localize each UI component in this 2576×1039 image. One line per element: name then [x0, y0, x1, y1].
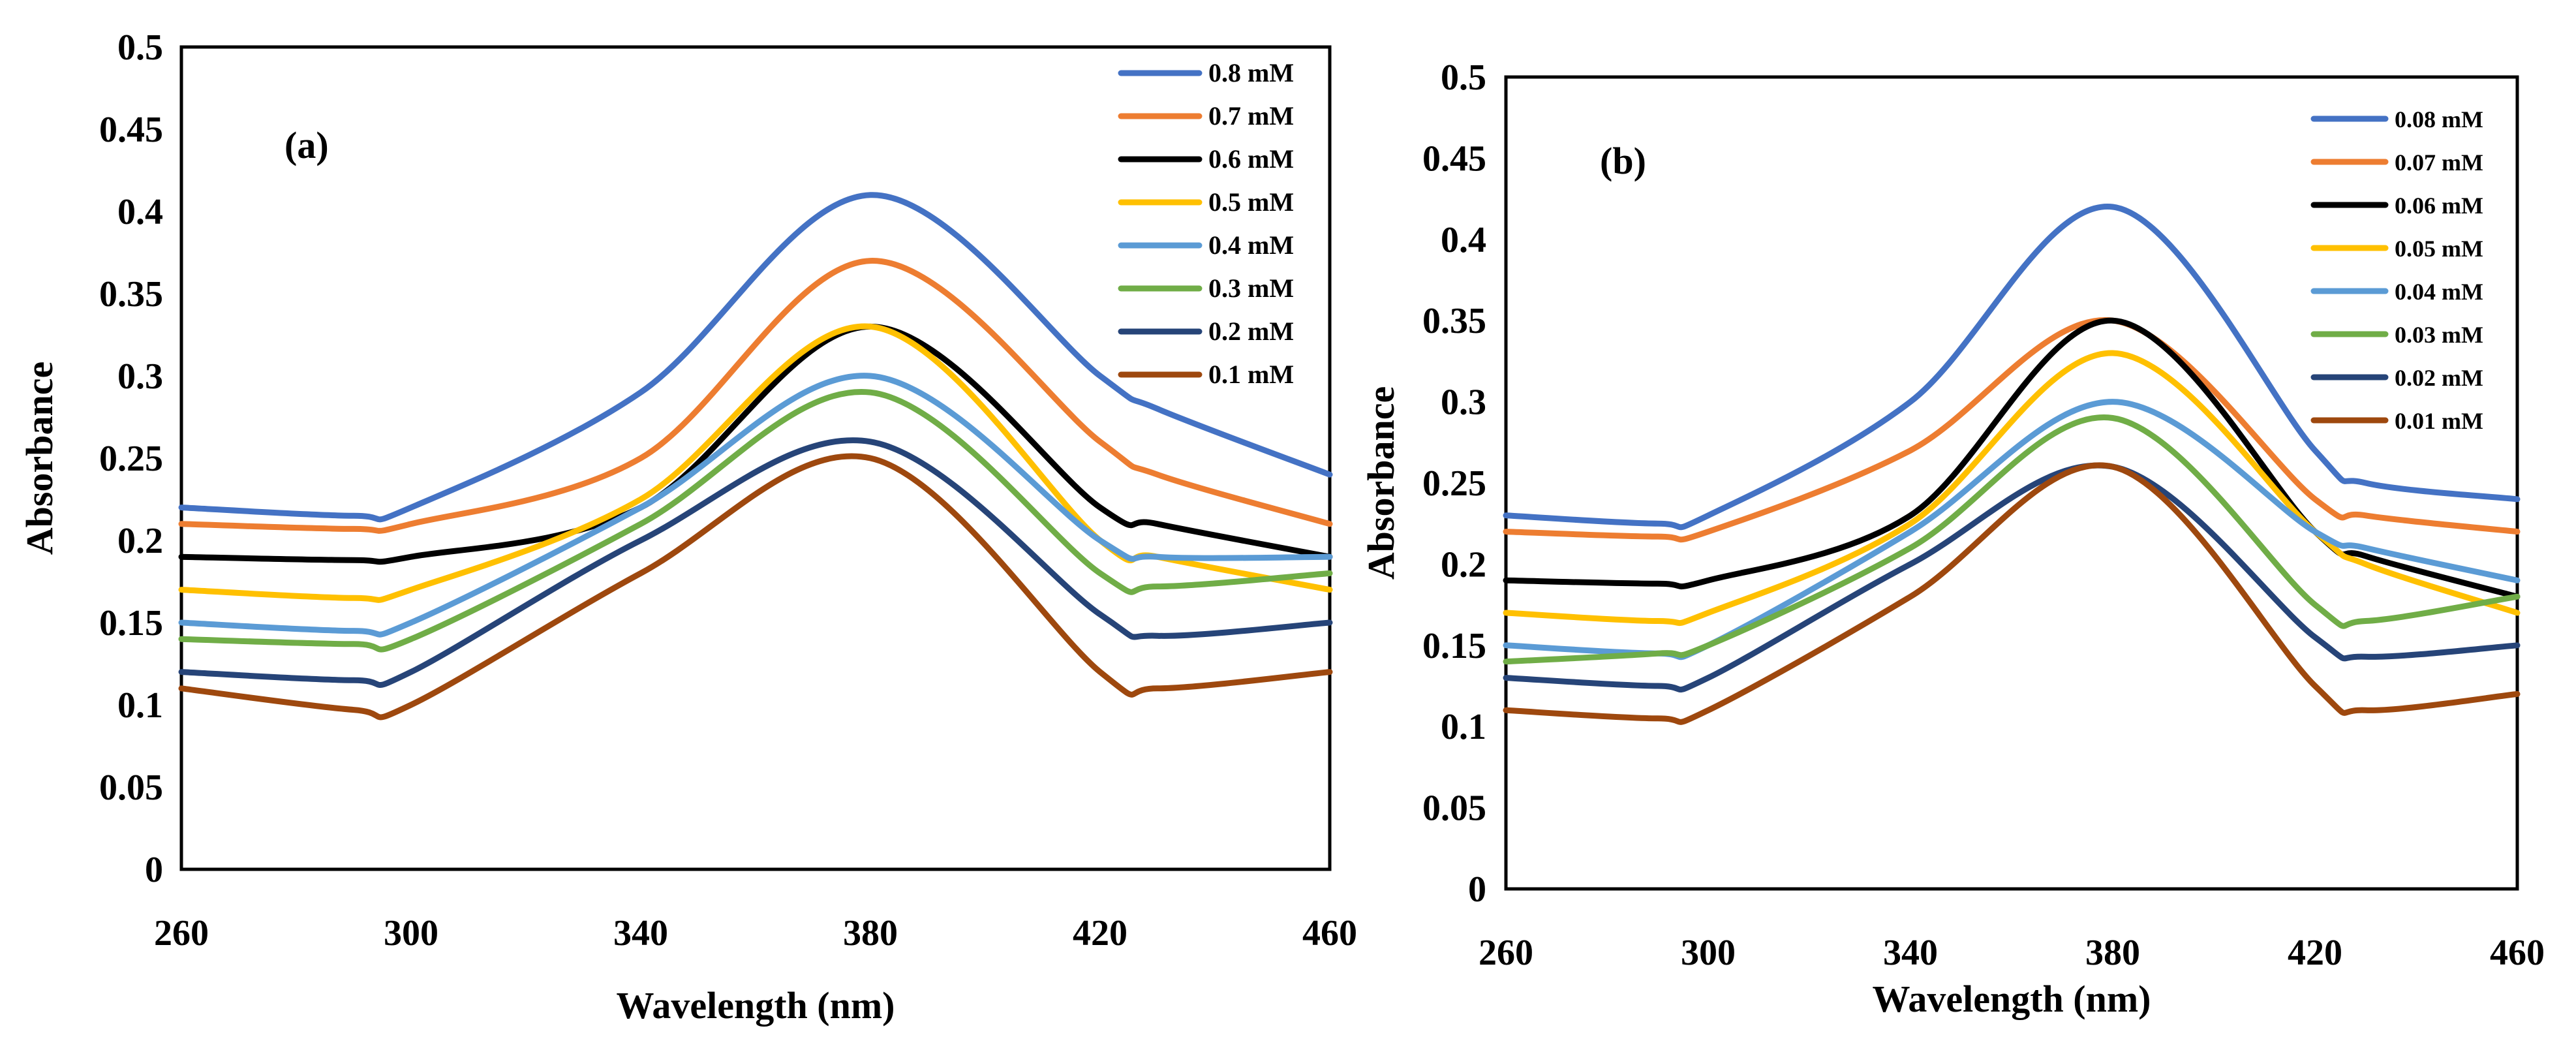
y-tick-label: 0.3 [1441, 382, 1486, 423]
y-tick-label: 0.4 [117, 192, 163, 232]
y-tick-label: 0.25 [99, 439, 163, 479]
y-tick-label: 0.05 [99, 768, 163, 808]
series-line [1503, 350, 2521, 627]
series-line [1503, 317, 2521, 600]
legend-label: 0.7 mM [1208, 101, 1294, 131]
y-tick-label: 0 [145, 850, 163, 890]
y-tick-label: 0.45 [1422, 138, 1486, 179]
legend-label: 0.06 mM [2395, 193, 2483, 219]
y-tick-label: 0.2 [1441, 544, 1486, 585]
x-tick-label: 300 [1681, 933, 1736, 973]
y-tick-label: 0.05 [1422, 788, 1486, 829]
plot-area-a [179, 45, 1332, 871]
legend-label: 0.03 mM [2395, 322, 2483, 348]
legend-label: 0.02 mM [2395, 365, 2483, 391]
series-lines-a [178, 192, 1333, 721]
chart-panel-a: 260 300 340 380 420 460 0 0.05 0.1 0.15 0.2 0.25 0.… [18, 27, 1357, 1027]
series-line [1503, 204, 2521, 531]
y-tick-labels-b: 0 0.05 0.1 0.15 0.2 0.25 0.3 0.35 0.4 0.45 0.5 [1422, 57, 1486, 910]
x-tick-labels-a: 260 300 340 380 420 460 [154, 913, 1357, 954]
legend-label: 0.1 mM [1208, 360, 1294, 389]
y-tick-label: 0.3 [117, 356, 163, 397]
series-line [1503, 462, 2521, 725]
x-tick-label: 420 [2288, 933, 2342, 973]
y-tick-label: 0.5 [117, 27, 163, 68]
series-line [178, 258, 1333, 534]
series-line [178, 388, 1333, 653]
legend-label: 0.04 mM [2395, 279, 2483, 305]
x-tick-label: 460 [1302, 913, 1357, 954]
x-tick-label: 260 [1479, 933, 1533, 973]
y-tick-label: 0.25 [1422, 463, 1486, 504]
chart-panel-b: 260 300 340 380 420 460 0 0.05 0.1 0.15 0.2 0.25 0.… [1360, 57, 2545, 1020]
x-tick-label: 420 [1073, 913, 1127, 954]
y-tick-label: 0 [1468, 869, 1486, 910]
series-line [178, 192, 1333, 523]
x-axis-title-b: Wavelength (nm) [1873, 978, 2151, 1020]
y-tick-label: 0.2 [117, 521, 163, 561]
y-tick-label: 0.4 [1441, 220, 1486, 260]
y-tick-label: 0.1 [1441, 707, 1486, 747]
series-line [1503, 414, 2521, 665]
y-tick-label: 0.35 [1422, 301, 1486, 341]
legend-a: 0.8 mM 0.7 mM 0.6 mM 0.5 mM 0.4 mM 0.3 mM 0.2 … [1118, 58, 1294, 389]
y-tick-label: 0.5 [1441, 57, 1486, 98]
series-line [178, 323, 1333, 565]
series-line [1503, 462, 2521, 693]
legend-label: 0.4 mM [1208, 230, 1294, 260]
y-tick-label: 0.15 [99, 603, 163, 644]
series-line [178, 453, 1333, 721]
x-tick-label: 340 [1883, 933, 1938, 973]
legend-label: 0.01 mM [2395, 408, 2483, 434]
x-axis-title-a: Wavelength (nm) [617, 984, 895, 1027]
x-tick-label: 380 [843, 913, 898, 954]
y-tick-label: 0.45 [99, 110, 163, 150]
legend-label: 0.6 mM [1208, 144, 1294, 174]
y-axis-title-a: Absorbance [18, 362, 61, 555]
x-tick-labels-b: 260 300 340 380 420 460 [1479, 933, 2545, 973]
x-tick-label: 300 [384, 913, 438, 954]
legend-b: 0.08 mM 0.07 mM 0.06 mM 0.05 mM 0.04 mM 0.03 … [2310, 106, 2483, 434]
legend-label: 0.05 mM [2395, 236, 2483, 262]
legend-label: 0.07 mM [2395, 149, 2483, 176]
panel-label-a: (a) [284, 124, 329, 166]
y-axis-title-b: Absorbance [1360, 386, 1402, 580]
legend-label: 0.8 mM [1208, 58, 1294, 87]
legend-label: 0.3 mM [1208, 273, 1294, 303]
series-lines-b [1503, 204, 2521, 725]
x-tick-label: 460 [2490, 933, 2545, 973]
legend-label: 0.2 mM [1208, 317, 1294, 346]
legend-label: 0.08 mM [2395, 106, 2483, 132]
series-line [1503, 317, 2521, 543]
x-tick-label: 260 [154, 913, 209, 954]
y-tick-label: 0.15 [1422, 626, 1486, 666]
legend-label: 0.5 mM [1208, 187, 1294, 217]
x-tick-label: 340 [613, 913, 668, 954]
y-tick-label: 0.35 [99, 274, 163, 315]
x-tick-label: 380 [2085, 933, 2140, 973]
y-tick-label: 0.1 [117, 685, 163, 726]
series-line [178, 437, 1333, 689]
panel-label-b: (b) [1600, 140, 1646, 182]
y-tick-labels-a: 0 0.05 0.1 0.15 0.2 0.25 0.3 0.35 0.4 0.45 0.5 [99, 27, 163, 890]
series-line [178, 373, 1333, 638]
